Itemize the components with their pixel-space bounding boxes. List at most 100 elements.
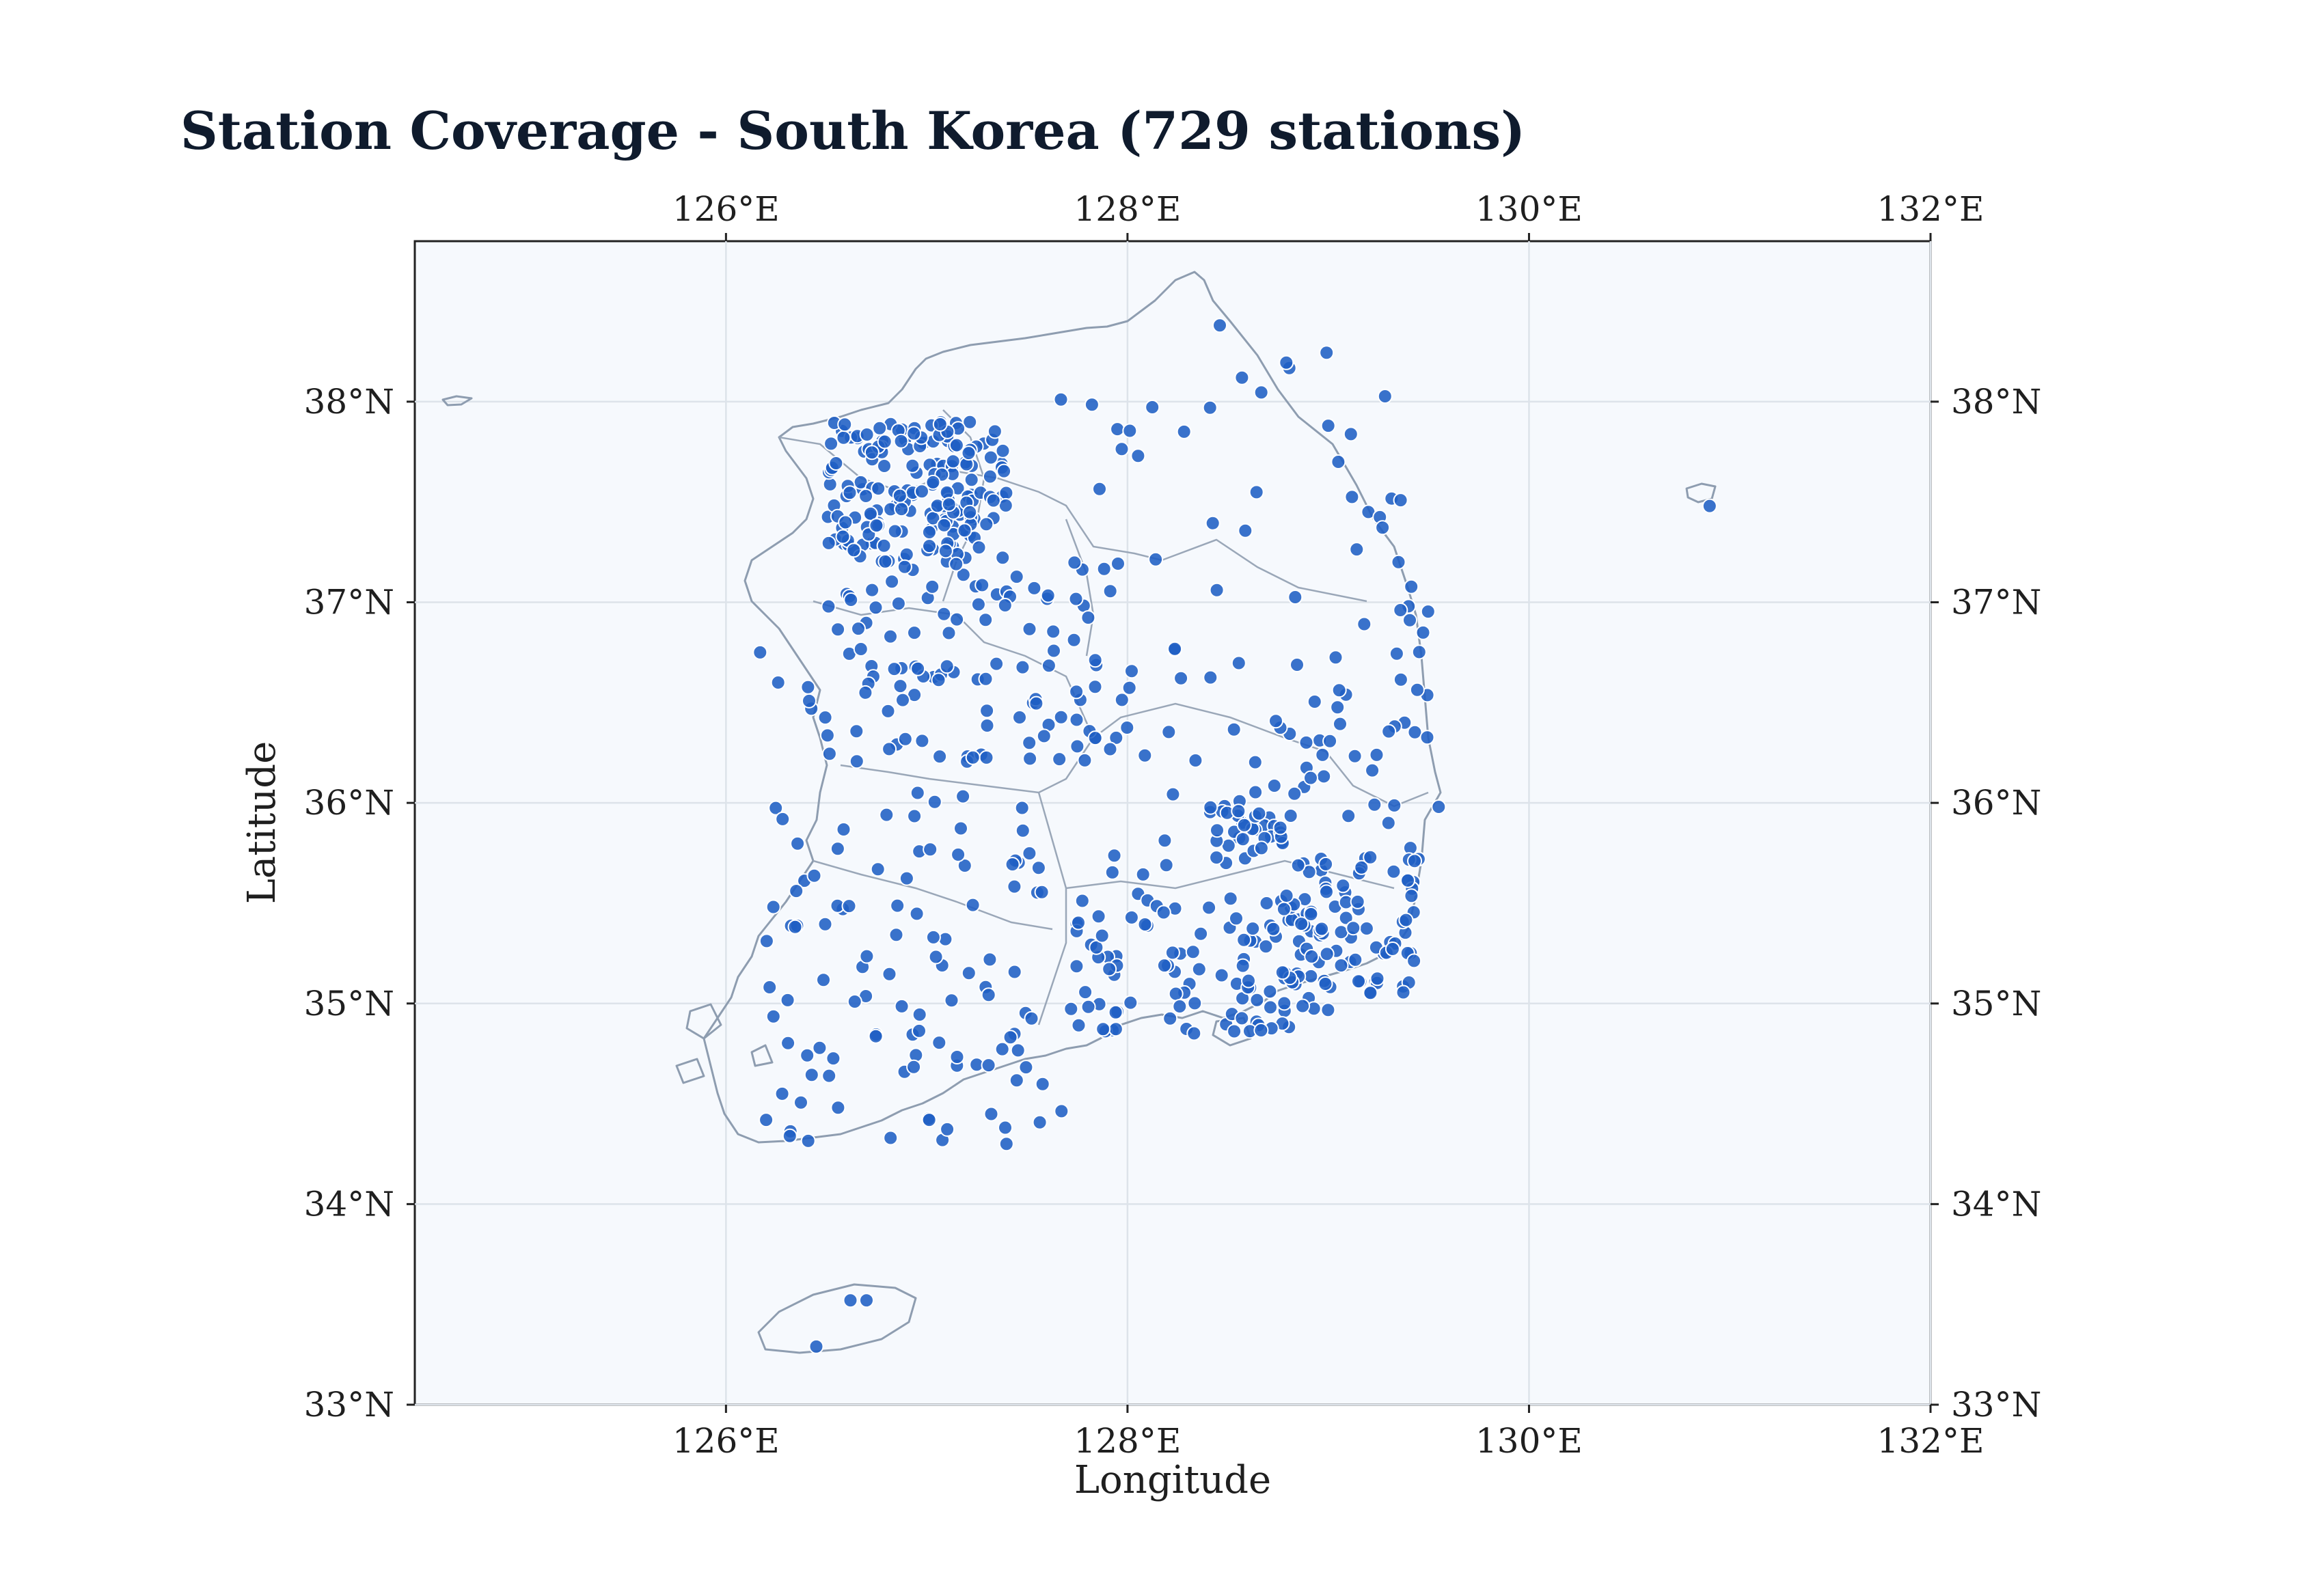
- station-marker: [800, 1133, 816, 1148]
- station-marker: [949, 1049, 965, 1064]
- station-marker: [1365, 762, 1380, 778]
- station-marker: [849, 724, 864, 739]
- station-marker: [953, 821, 968, 836]
- station-marker: [1161, 724, 1177, 740]
- station-marker: [864, 582, 880, 598]
- station-marker: [974, 577, 990, 593]
- station-marker: [1298, 734, 1314, 750]
- station-marker: [808, 1338, 824, 1354]
- station-marker: [1303, 770, 1318, 786]
- station-marker: [1102, 961, 1117, 977]
- station-marker: [906, 1059, 922, 1075]
- station-marker: [1702, 498, 1717, 514]
- station-marker: [787, 919, 803, 935]
- station-marker: [1069, 959, 1085, 974]
- station-marker: [1249, 484, 1264, 500]
- station-marker: [890, 596, 906, 611]
- station-marker: [1359, 921, 1374, 936]
- station-marker: [1108, 730, 1124, 745]
- x-tick-label-top: 128°E: [1074, 189, 1181, 229]
- station-marker: [1193, 926, 1209, 941]
- station-marker: [1279, 355, 1294, 370]
- station-marker: [1164, 945, 1180, 961]
- station-marker: [1209, 582, 1225, 598]
- y-tick-label: 33°N: [304, 1385, 394, 1425]
- station-marker: [998, 485, 1014, 501]
- station-marker: [1380, 815, 1396, 831]
- station-marker: [1253, 1023, 1269, 1038]
- x-tick-label: 128°E: [1074, 1421, 1181, 1461]
- station-marker: [1227, 1023, 1242, 1039]
- station-marker: [1303, 968, 1319, 984]
- station-marker: [1087, 679, 1103, 695]
- y-ticks-left: 33°N 34°N 35°N 36°N 37°N 38°N: [304, 382, 415, 1425]
- station-marker: [1114, 692, 1130, 708]
- station-marker: [894, 998, 910, 1014]
- station-marker: [1393, 603, 1408, 618]
- station-marker: [982, 952, 998, 967]
- y-tick-label: 38°N: [304, 382, 394, 422]
- y-tick-label: 36°N: [304, 783, 394, 823]
- station-marker: [774, 1086, 790, 1101]
- station-marker: [1395, 985, 1411, 1000]
- station-marker: [1318, 856, 1334, 872]
- station-marker: [1303, 907, 1319, 922]
- station-marker: [1258, 939, 1274, 954]
- station-marker: [981, 987, 996, 1003]
- station-marker: [892, 678, 908, 694]
- station-marker: [877, 458, 892, 473]
- station-marker: [789, 883, 804, 899]
- station-marker: [951, 847, 966, 862]
- station-marker: [1137, 747, 1153, 763]
- station-marker: [870, 862, 886, 877]
- station-marker: [1069, 739, 1085, 754]
- station-marker: [1087, 730, 1103, 746]
- station-marker: [1307, 694, 1322, 709]
- station-marker: [1322, 733, 1338, 749]
- station-marker: [1092, 481, 1107, 497]
- station-marker: [1411, 644, 1427, 660]
- station-marker: [835, 529, 851, 545]
- station-marker: [939, 659, 955, 674]
- y-tick-label-right: 35°N: [1951, 984, 2041, 1023]
- station-marker: [1022, 846, 1037, 861]
- station-marker: [859, 948, 875, 964]
- station-marker: [849, 754, 864, 769]
- station-marker: [1091, 909, 1106, 924]
- station-marker: [804, 1067, 819, 1083]
- station-marker: [982, 469, 998, 484]
- station-marker: [765, 899, 781, 915]
- station-marker: [910, 661, 926, 676]
- station-marker: [981, 1058, 996, 1073]
- station-marker: [1035, 1076, 1050, 1092]
- station-marker: [1274, 965, 1290, 980]
- station-marker: [1235, 958, 1251, 974]
- station-marker: [1331, 683, 1347, 698]
- station-marker: [1015, 823, 1031, 838]
- station-marker: [1032, 1114, 1048, 1130]
- station-marker: [996, 463, 1012, 479]
- station-marker: [842, 485, 858, 501]
- station-marker: [1066, 632, 1082, 648]
- station-marker: [914, 484, 929, 499]
- station-marker: [979, 703, 995, 719]
- station-marker: [994, 1041, 1010, 1057]
- station-marker: [1268, 713, 1283, 729]
- station-marker: [877, 434, 892, 450]
- station-marker: [1167, 641, 1183, 657]
- station-marker: [1333, 716, 1348, 732]
- station-marker: [949, 556, 964, 572]
- station-marker: [1185, 944, 1201, 960]
- station-marker: [864, 445, 880, 460]
- station-marker: [836, 430, 851, 445]
- station-marker: [899, 870, 914, 886]
- station-marker: [1137, 917, 1153, 932]
- station-marker: [912, 1007, 927, 1022]
- station-marker: [941, 497, 957, 512]
- station-marker: [1110, 556, 1126, 571]
- station-marker: [821, 746, 837, 762]
- station-marker: [1156, 905, 1171, 920]
- station-marker: [1344, 489, 1360, 505]
- station-marker: [1223, 891, 1238, 907]
- station-marker: [1301, 864, 1317, 880]
